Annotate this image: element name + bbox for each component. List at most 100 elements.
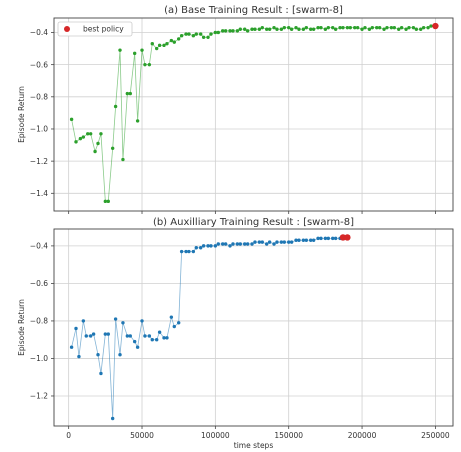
plot-frame <box>53 17 454 212</box>
data-point <box>411 25 416 30</box>
data-point <box>162 336 166 340</box>
data-point <box>389 25 394 30</box>
data-point <box>397 27 401 31</box>
data-point <box>231 29 235 33</box>
x-tick-label: 150000 <box>274 431 303 440</box>
data-point <box>201 244 206 248</box>
data-point <box>96 353 100 357</box>
data-point <box>99 132 103 136</box>
chart-title: (b) Auxilliary Training Result : [swarm-… <box>153 217 354 228</box>
data-point <box>265 27 269 31</box>
data-point <box>360 27 364 31</box>
data-point <box>319 236 323 241</box>
x-axis-label: time steps <box>234 441 274 450</box>
data-point <box>206 244 210 248</box>
data-point <box>341 25 345 30</box>
data-point <box>260 240 265 244</box>
data-point <box>157 330 162 334</box>
data-point <box>132 51 137 56</box>
data-point <box>118 48 122 52</box>
data-point <box>169 38 174 43</box>
data-point <box>106 332 110 336</box>
data-point <box>110 416 115 421</box>
data-point <box>319 25 323 30</box>
data-point <box>311 27 316 31</box>
data-point <box>275 240 279 244</box>
data-point <box>355 25 360 30</box>
data-point <box>223 29 228 33</box>
data-point <box>216 30 220 35</box>
data-point <box>78 136 83 141</box>
data-point <box>260 25 265 30</box>
data-point <box>198 246 203 250</box>
x-tick-label: 200000 <box>348 431 377 440</box>
data-point <box>377 25 382 30</box>
data-point <box>165 42 169 46</box>
data-point <box>333 27 338 31</box>
data-point <box>331 25 335 30</box>
data-point <box>267 240 272 244</box>
data-point <box>150 42 154 46</box>
data-point <box>88 132 93 136</box>
data-point <box>309 27 313 31</box>
data-point <box>323 236 328 241</box>
data-point <box>143 62 147 67</box>
data-point <box>370 25 375 30</box>
y-tick-label: −1.0 <box>30 125 48 134</box>
data-point <box>304 25 309 30</box>
data-point <box>179 249 184 254</box>
data-point <box>147 62 152 67</box>
data-point <box>103 332 108 336</box>
data-point <box>235 29 240 33</box>
data-point <box>289 27 294 31</box>
data-point <box>279 27 284 31</box>
data-point <box>165 336 169 340</box>
data-point <box>209 244 213 248</box>
data-point <box>279 240 284 244</box>
data-point <box>143 334 147 338</box>
data-point <box>206 35 210 39</box>
data-point <box>363 25 367 30</box>
data-point <box>77 354 81 359</box>
data-point <box>242 27 247 31</box>
data-point <box>198 32 203 36</box>
data-point <box>176 321 181 325</box>
data-point <box>121 157 125 162</box>
data-point <box>228 244 232 248</box>
y-tick-label: −0.6 <box>30 279 48 288</box>
data-point <box>272 242 276 246</box>
data-point <box>187 32 191 36</box>
data-point <box>311 238 316 242</box>
data-point <box>157 43 162 48</box>
data-point <box>272 25 276 30</box>
y-tick-label: −0.4 <box>30 242 48 251</box>
data-point <box>242 242 247 246</box>
data-point <box>201 35 206 39</box>
data-point <box>110 146 115 150</box>
data-point <box>287 25 291 30</box>
data-point <box>323 27 328 31</box>
data-point <box>169 315 174 319</box>
data-point <box>93 149 97 154</box>
data-point <box>128 91 132 96</box>
data-point <box>282 240 287 244</box>
data-point <box>253 27 257 31</box>
data-point <box>191 249 196 254</box>
data-point <box>238 242 242 246</box>
data-point <box>113 104 118 109</box>
data-point <box>338 25 342 30</box>
series-line <box>71 25 436 202</box>
data-point <box>399 25 404 30</box>
data-point <box>419 27 423 31</box>
data-point <box>69 117 74 122</box>
series-line <box>71 237 348 419</box>
y-tick-label: −0.6 <box>30 60 48 69</box>
data-point <box>69 345 74 349</box>
data-point <box>147 334 152 338</box>
data-point <box>220 242 225 246</box>
data-point <box>331 236 335 241</box>
data-point <box>179 33 184 38</box>
data-point <box>99 371 103 376</box>
data-point <box>86 132 90 136</box>
data-point <box>113 317 118 321</box>
